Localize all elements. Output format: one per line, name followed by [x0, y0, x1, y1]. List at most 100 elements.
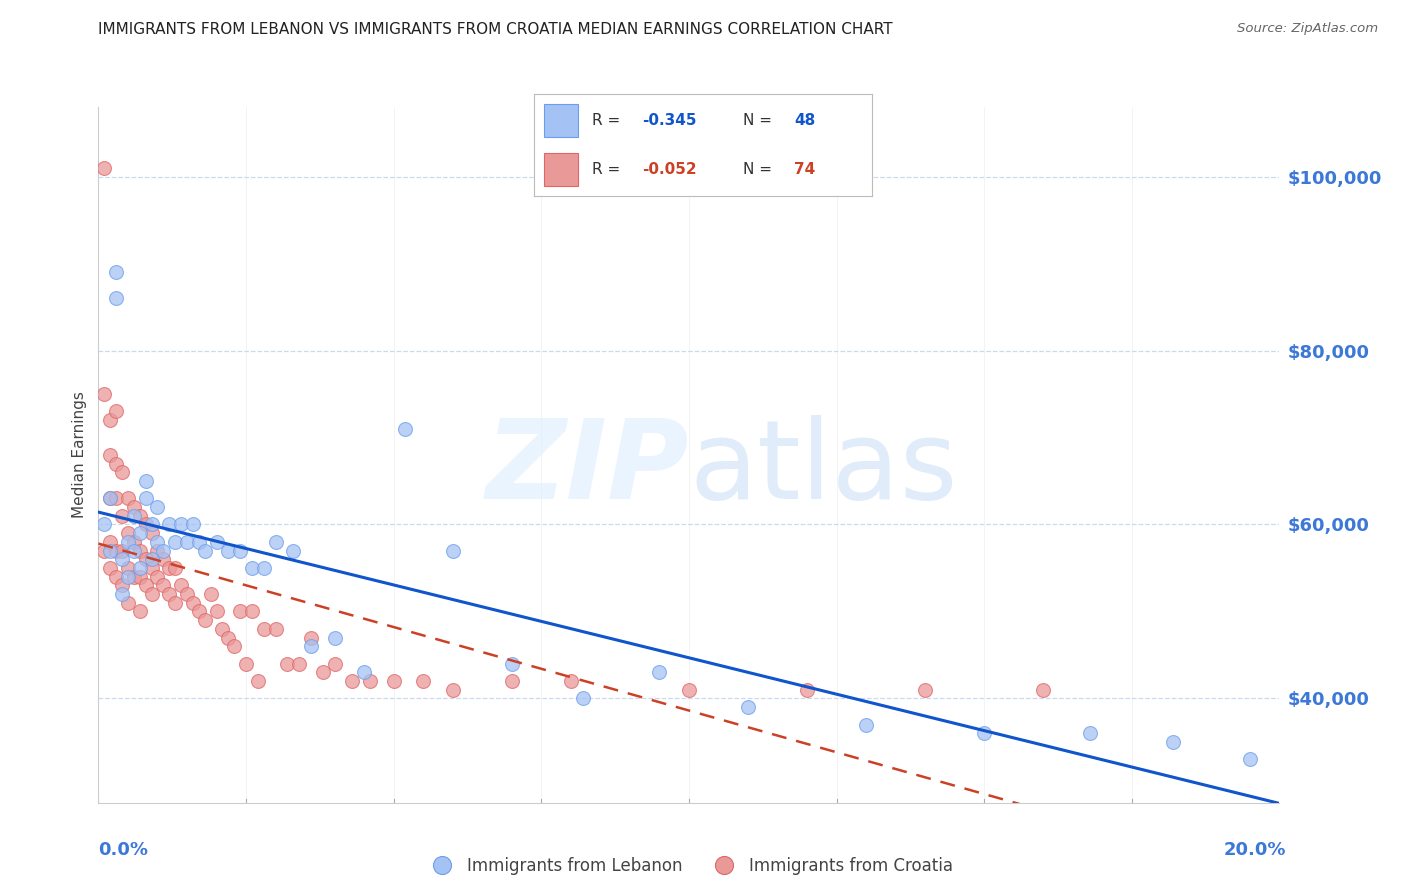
Point [98, 491, 121, 506]
Text: R =: R = [592, 112, 624, 128]
Point [796, 682, 818, 697]
Point [187, 535, 209, 549]
Point [501, 657, 523, 671]
Point [1032, 682, 1054, 697]
Point [323, 657, 346, 671]
Point [128, 508, 150, 523]
Point [187, 605, 209, 619]
Point [229, 543, 252, 558]
Point [128, 605, 150, 619]
Point [217, 543, 239, 558]
Point [441, 682, 464, 697]
Point [224, 639, 246, 653]
Point [98, 561, 121, 575]
Point [93, 543, 115, 558]
Point [93, 387, 115, 401]
Point [111, 466, 134, 480]
Point [111, 578, 134, 592]
Point [105, 543, 128, 558]
Point [152, 552, 174, 566]
Point [141, 526, 163, 541]
Y-axis label: Median Earnings: Median Earnings [72, 392, 87, 518]
Text: 48: 48 [794, 112, 815, 128]
Point [117, 526, 139, 541]
Point [117, 535, 139, 549]
Point [501, 674, 523, 689]
Point [141, 517, 163, 532]
Point [571, 691, 593, 706]
Point [122, 535, 145, 549]
Point [152, 543, 174, 558]
Point [205, 535, 228, 549]
Point [560, 674, 582, 689]
Point [98, 448, 121, 462]
Point [283, 543, 305, 558]
Point [105, 491, 128, 506]
Text: ZIP: ZIP [485, 416, 689, 523]
Point [1161, 735, 1184, 749]
Point [276, 657, 298, 671]
Point [105, 291, 128, 305]
Point [176, 587, 198, 601]
Point [141, 552, 163, 566]
Point [170, 517, 193, 532]
Point [288, 657, 311, 671]
Point [117, 491, 139, 506]
Point [194, 613, 217, 627]
Point [152, 578, 174, 592]
Point [264, 622, 287, 636]
Point [111, 587, 134, 601]
Point [105, 570, 128, 584]
Text: Source: ZipAtlas.com: Source: ZipAtlas.com [1237, 22, 1378, 36]
Point [235, 657, 257, 671]
Point [117, 570, 139, 584]
Point [117, 561, 139, 575]
Point [240, 561, 263, 575]
Point [128, 543, 150, 558]
Point [973, 726, 995, 740]
Point [135, 517, 157, 532]
Point [737, 700, 759, 714]
Point [122, 500, 145, 515]
Point [98, 535, 121, 549]
Point [200, 587, 222, 601]
Point [229, 605, 252, 619]
Point [111, 543, 134, 558]
Point [93, 161, 115, 175]
Point [135, 552, 157, 566]
Point [253, 561, 276, 575]
Point [412, 674, 434, 689]
Text: -0.345: -0.345 [643, 112, 697, 128]
Point [128, 526, 150, 541]
Text: 74: 74 [794, 162, 815, 178]
Point [323, 631, 346, 645]
Point [264, 535, 287, 549]
Point [146, 500, 169, 515]
Point [98, 543, 121, 558]
FancyBboxPatch shape [544, 153, 578, 186]
Text: -0.052: -0.052 [643, 162, 697, 178]
Point [648, 665, 671, 680]
Point [122, 508, 145, 523]
Point [181, 517, 204, 532]
Point [146, 543, 169, 558]
Point [93, 517, 115, 532]
Point [122, 570, 145, 584]
Text: 0.0%: 0.0% [98, 840, 149, 858]
Point [217, 631, 239, 645]
Point [855, 717, 877, 731]
Point [176, 535, 198, 549]
Text: IMMIGRANTS FROM LEBANON VS IMMIGRANTS FROM CROATIA MEDIAN EARNINGS CORRELATION C: IMMIGRANTS FROM LEBANON VS IMMIGRANTS FR… [98, 22, 893, 37]
Point [157, 561, 180, 575]
Point [181, 596, 204, 610]
Point [105, 265, 128, 279]
Text: N =: N = [744, 162, 778, 178]
Text: N =: N = [744, 112, 778, 128]
Point [342, 674, 364, 689]
Point [394, 422, 416, 436]
Point [105, 404, 128, 418]
Point [165, 561, 187, 575]
Point [914, 682, 936, 697]
Point [141, 561, 163, 575]
FancyBboxPatch shape [544, 104, 578, 136]
